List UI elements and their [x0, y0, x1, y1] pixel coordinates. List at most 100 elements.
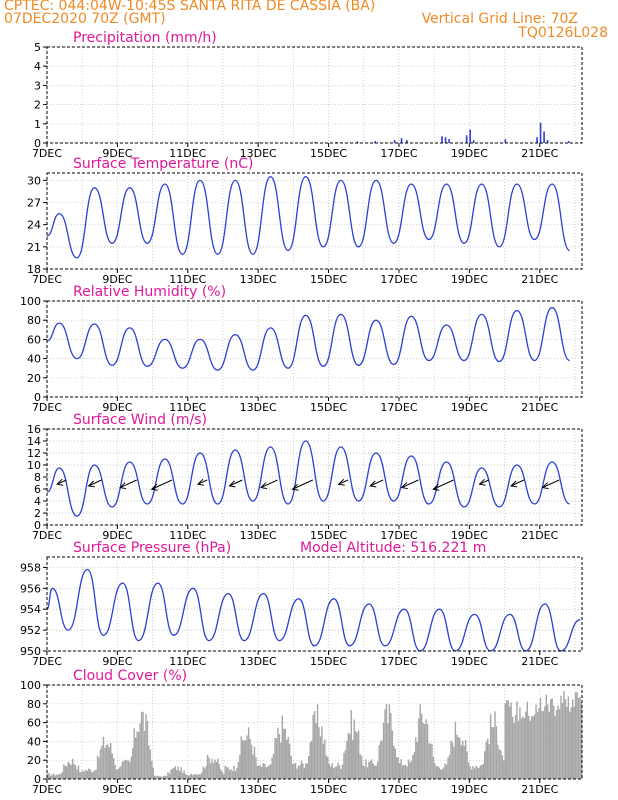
cloud-bar: [416, 741, 418, 779]
cloud-bar: [205, 766, 207, 779]
cloud-bar: [337, 762, 339, 779]
cloud-bar: [167, 772, 169, 779]
cloud-bar: [390, 713, 392, 779]
cloud-bar: [365, 759, 367, 779]
cloud-bar: [303, 767, 306, 779]
cloud-bar: [215, 761, 218, 779]
cloud-bar: [283, 728, 285, 779]
y-tick-label: 2: [34, 507, 41, 520]
cloud-bar: [526, 701, 528, 779]
y-tick-label: 21: [27, 241, 41, 254]
cloud-bar: [481, 765, 483, 779]
cloud-bar: [202, 766, 204, 779]
cloud-bar: [297, 765, 300, 779]
x-tick-label: 11DEC: [169, 655, 206, 668]
cloud-bar: [164, 775, 166, 779]
y-tick-label: 1: [34, 118, 41, 131]
x-tick-label: 9DEC: [102, 529, 132, 542]
cloud-bar: [462, 740, 464, 779]
cloud-bar: [432, 756, 435, 779]
precip-bar: [448, 139, 450, 143]
cloud-bar: [325, 755, 328, 779]
panel-title: Surface Temperature (nC): [73, 156, 254, 172]
cloud-bar: [309, 742, 311, 779]
cloud-bar: [114, 764, 116, 779]
wind-arrow: [433, 479, 454, 490]
cloud-bar: [57, 774, 59, 779]
cloud-bar: [105, 744, 108, 779]
cloud-bar: [308, 755, 310, 779]
cloud-bar: [511, 716, 514, 779]
cloud-bar: [486, 738, 489, 779]
cloud-bar: [387, 723, 389, 779]
cloud-bar: [121, 761, 124, 779]
cloud-bar: [572, 699, 574, 779]
x-tick-label: 7DEC: [32, 529, 62, 542]
y-tick-label: 0: [34, 137, 41, 150]
cloud-bar: [96, 755, 99, 779]
cloud-bar: [479, 765, 482, 779]
cloud-bar: [536, 711, 539, 779]
cloud-bar: [508, 706, 511, 779]
cloud-bar: [312, 714, 314, 779]
wind-arrow-head: [541, 482, 549, 490]
x-tick-label: 7DEC: [32, 655, 62, 668]
cloud-bar: [255, 757, 257, 779]
y-tick-label: 40: [27, 353, 41, 366]
cloud-bar: [555, 710, 558, 779]
x-tick-label: 13DEC: [240, 655, 277, 668]
cloud-bar: [310, 740, 313, 779]
cloud-bar: [247, 727, 250, 779]
y-tick-label: 5: [34, 41, 41, 54]
cloud-bar: [554, 716, 556, 779]
cloud-bar: [366, 767, 369, 779]
wind-arrow-head: [432, 483, 440, 491]
cloud-bar: [445, 764, 448, 779]
cloud-bar: [286, 739, 288, 779]
cloud-bar: [400, 759, 402, 779]
x-tick-label: 19DEC: [451, 783, 488, 796]
cloud-bar: [142, 711, 144, 779]
cloud-bar: [98, 757, 100, 779]
cloud-bar: [177, 766, 179, 779]
cloud-bar: [530, 716, 533, 779]
wind-arrow: [88, 479, 102, 487]
cloud-bar: [93, 770, 96, 779]
cloud-bar: [234, 771, 237, 779]
cloud-bar: [155, 776, 157, 779]
cloud-bar: [264, 763, 266, 779]
panel-frame: [46, 46, 583, 144]
y-tick-label: 80: [27, 314, 41, 327]
cloud-bar: [378, 744, 380, 779]
x-tick-label: 21DEC: [521, 783, 558, 796]
cloud-bar: [249, 738, 251, 779]
y-tick-label: 2: [34, 99, 41, 112]
cloud-bar: [173, 768, 175, 779]
cloud-bar: [99, 749, 102, 779]
cloud-bar: [214, 759, 216, 779]
cloud-bar: [206, 755, 209, 779]
precip-bar: [469, 129, 471, 143]
cloud-bar: [454, 721, 457, 779]
cloud-bar: [566, 706, 568, 779]
cloud-bar: [464, 740, 467, 779]
cloud-bar: [224, 765, 226, 779]
x-tick-label: 9DEC: [102, 273, 132, 286]
cloud-bar: [143, 730, 146, 779]
cloud-bar: [225, 767, 228, 779]
cloud-bar: [82, 770, 84, 779]
cloud-bar: [278, 734, 281, 779]
cloud-bar: [187, 775, 190, 779]
cloud-bar: [418, 718, 420, 779]
cloud-bar: [302, 763, 304, 779]
cloud-bar: [363, 766, 366, 779]
precip-bar: [536, 137, 538, 143]
cloud-bar: [316, 704, 319, 779]
cloud-bar: [67, 761, 69, 779]
cloud-bar: [529, 720, 531, 779]
cloud-bar: [379, 740, 382, 779]
cloud-bar: [519, 707, 521, 779]
cloud-bar: [453, 746, 455, 779]
cloud-bar: [552, 705, 555, 779]
cloud-bar: [102, 736, 105, 779]
